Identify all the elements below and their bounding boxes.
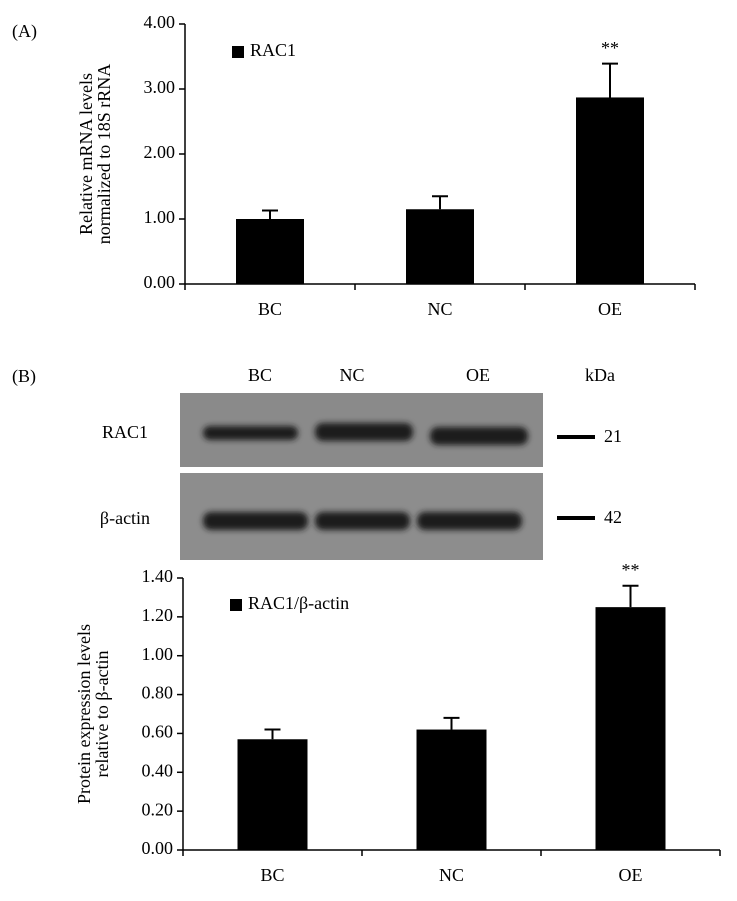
legend-label: RAC1: [250, 40, 296, 60]
y-tick-label: 4.00: [144, 12, 176, 32]
blot-band: [203, 512, 308, 530]
y-axis-label-line: normalized to 18S rRNA: [94, 64, 114, 244]
y-tick-label: 0.80: [142, 683, 174, 703]
error-bar: [264, 728, 281, 740]
lane-label: NC: [339, 365, 364, 385]
y-tick-label: 1.00: [142, 644, 174, 664]
y-tick-label: 0.60: [142, 722, 174, 742]
bar: [416, 729, 487, 850]
x-tick-label: NC: [427, 299, 452, 319]
y-tick-label: 3.00: [144, 77, 176, 97]
significance-label: **: [622, 560, 640, 580]
y-axis-label: Protein expression levelsrelative to β-a…: [74, 624, 112, 804]
lane-label: OE: [466, 365, 490, 385]
legend-label: RAC1/β-actin: [248, 593, 349, 613]
row-label: β-actin: [100, 508, 150, 528]
error-bar: [622, 584, 639, 608]
significance-label: **: [601, 38, 619, 58]
error-bar: [602, 62, 618, 98]
unit-label: kDa: [585, 365, 615, 385]
x-tick-label: OE: [598, 299, 622, 319]
y-tick-label: 0.40: [142, 760, 174, 780]
x-tick-label: OE: [619, 865, 643, 885]
x-tick-label: BC: [258, 299, 282, 319]
y-tick-label: 2.00: [144, 142, 176, 162]
y-axis-label-line: Protein expression levels: [74, 624, 94, 804]
y-tick-label: 0.00: [142, 838, 174, 858]
blot-band: [203, 426, 298, 440]
error-bar: [443, 716, 460, 730]
bar: [595, 607, 666, 850]
bar: [576, 97, 644, 284]
blot-band: [417, 512, 522, 530]
lane-label: BC: [248, 365, 272, 385]
row-label: RAC1: [102, 422, 148, 442]
bar: [237, 739, 308, 850]
blot-band: [430, 427, 528, 445]
marker-size: 42: [604, 507, 622, 527]
y-tick-label: 0.00: [144, 272, 176, 292]
legend-swatch: [230, 599, 242, 611]
y-axis-label: Relative mRNA levelsnormalized to 18S rR…: [76, 64, 114, 244]
y-tick-label: 1.40: [142, 566, 174, 586]
blot-band: [315, 512, 410, 530]
error-bar: [262, 209, 278, 219]
y-axis-label-line: relative to β-actin: [92, 650, 112, 777]
y-tick-label: 1.20: [142, 605, 174, 625]
error-bar: [432, 195, 448, 210]
x-tick-label: BC: [260, 865, 284, 885]
y-axis-label-line: Relative mRNA levels: [76, 73, 96, 235]
legend-swatch: [232, 46, 244, 58]
bar: [236, 219, 304, 284]
y-tick-label: 1.00: [144, 207, 176, 227]
marker-size: 21: [604, 426, 622, 446]
panel-label: (B): [12, 366, 36, 387]
bar: [406, 209, 474, 284]
western-blot: BC NC OE kDa RAC1 β-actin 21 42: [100, 365, 622, 560]
blot-band: [315, 423, 413, 441]
panel-label: (A): [12, 21, 37, 42]
x-tick-label: NC: [439, 865, 464, 885]
y-tick-label: 0.20: [142, 799, 174, 819]
